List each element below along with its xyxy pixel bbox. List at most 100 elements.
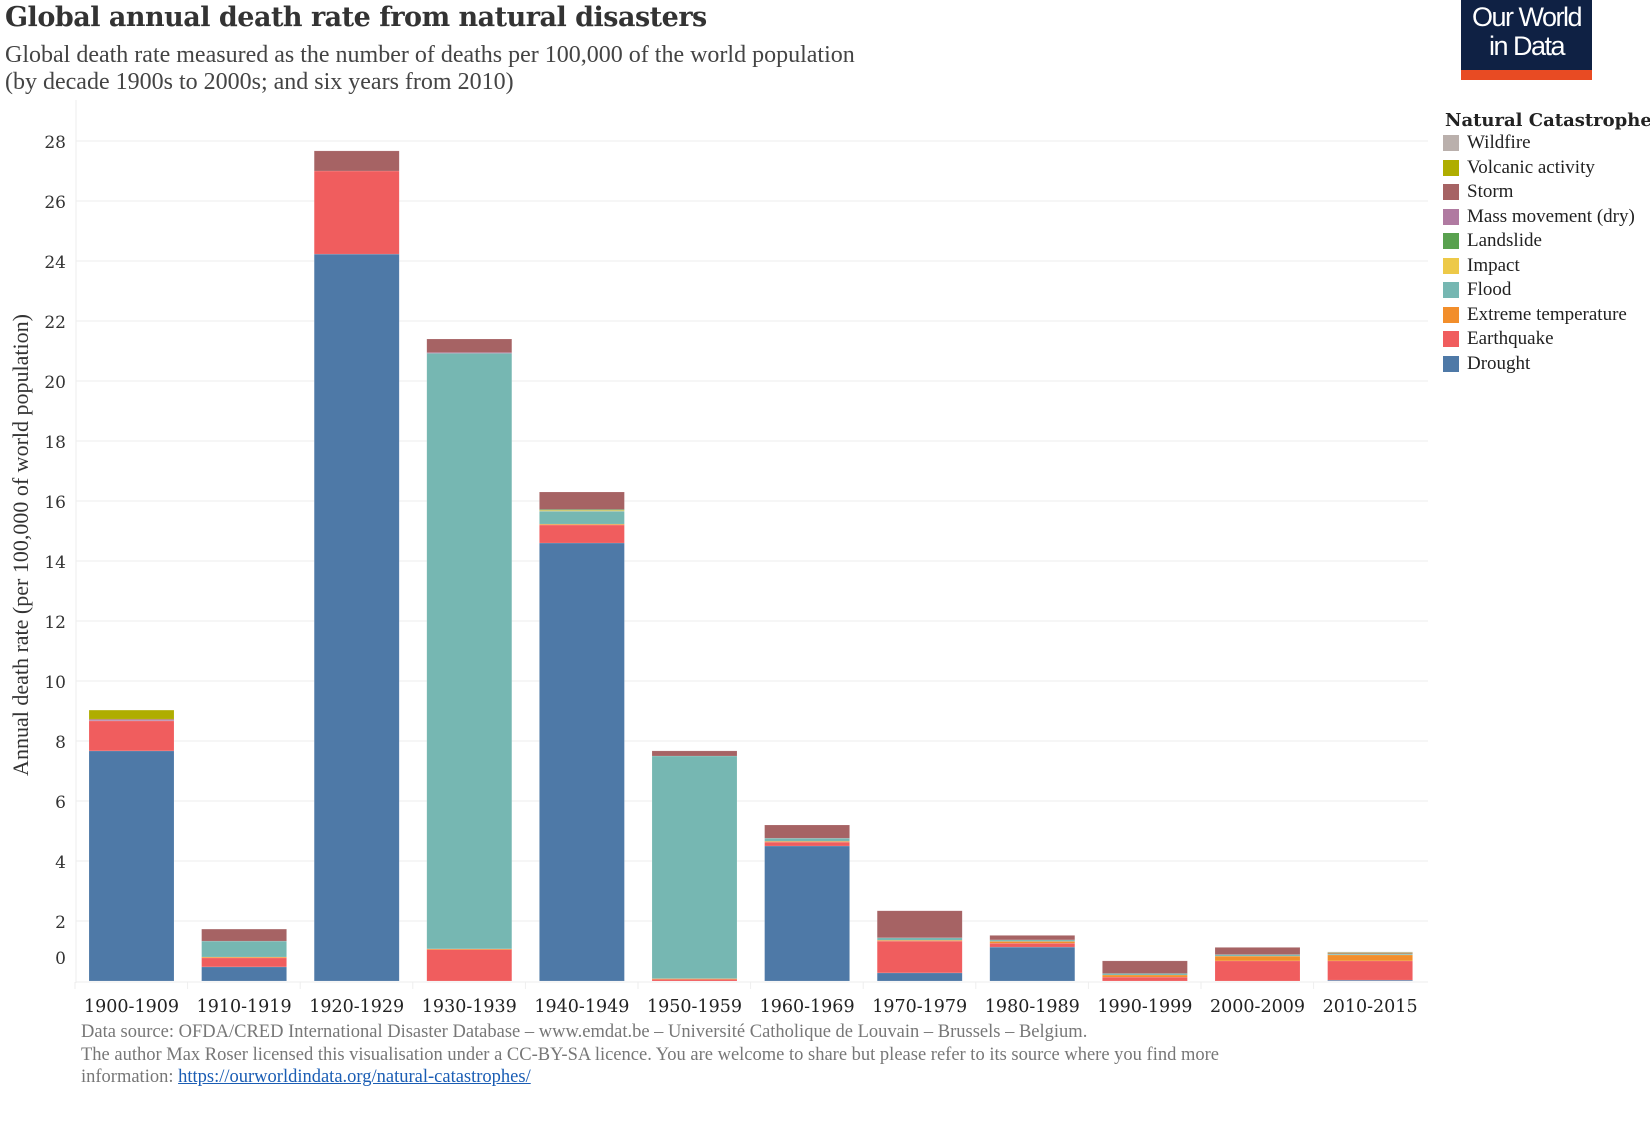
bar-stack-1960-1969 [764, 824, 850, 982]
x-tick-label: 1960-1969 [760, 997, 855, 1017]
y-tick-label: 24 [44, 253, 66, 273]
bars [88, 150, 1413, 982]
legend-swatch [1443, 135, 1459, 152]
bar-segment-earthquake [201, 957, 287, 968]
y-tick-label: 28 [44, 133, 66, 153]
y-tick-label: 6 [55, 793, 66, 813]
legend-label: Flood [1467, 279, 1512, 301]
bar-segment-storm [426, 338, 513, 353]
bar-segment-earthquake [313, 170, 400, 255]
bar-stack-1920-1929 [313, 150, 400, 982]
legend-label: Drought [1467, 352, 1531, 374]
x-tick-label: 1940-1949 [534, 997, 629, 1017]
y-tick-label: 8 [55, 733, 66, 753]
bar-segment-earthquake [1327, 960, 1413, 981]
bar-segment-flood [876, 937, 963, 941]
legend-item-impact[interactable]: Impact [1443, 254, 1650, 279]
bar-segment-drought [539, 542, 625, 982]
bar-segment-flood [539, 510, 625, 525]
bar-segment-volcanic-activity [88, 709, 175, 720]
legend-label: Extreme temperature [1467, 303, 1627, 325]
bar-segment-storm [1214, 947, 1301, 955]
x-tick-label: 1920-1929 [309, 997, 404, 1017]
bar-segment-flood [651, 755, 738, 979]
footer: Data source: OFDA/CRED International Dis… [81, 1021, 1381, 1089]
y-tick-label: 0 [55, 949, 66, 969]
y-tick-label: 26 [44, 193, 66, 213]
bar-segment-earthquake [539, 524, 625, 544]
chart-subtitle: Global death rate measured as the number… [5, 42, 855, 96]
logo-line-2: in Data [1488, 31, 1566, 61]
legend-item-earthquake[interactable]: Earthquake [1443, 327, 1650, 352]
bar-segment-earthquake [764, 841, 850, 847]
y-tick-label: 20 [44, 373, 66, 393]
x-tick-label: 2010-2015 [1323, 997, 1418, 1017]
legend-item-drought[interactable]: Drought [1443, 352, 1650, 377]
bar-stack-2000-2009 [1214, 947, 1301, 982]
x-tick-label: 1900-1909 [84, 997, 179, 1017]
bar-stack-1990-1999 [1102, 960, 1188, 982]
footer-source: Data source: OFDA/CRED International Dis… [81, 1022, 1088, 1042]
our-world-in-data-logo[interactable]: Our World in Data [1461, 0, 1592, 80]
bar-segment-extreme-temperature [1327, 954, 1413, 962]
bar-segment-flood [764, 837, 850, 842]
bar-stack-1980-1989 [989, 935, 1076, 982]
legend-label: Volcanic activity [1467, 156, 1595, 178]
bar-stack-1970-1979 [876, 910, 963, 982]
x-tick-label: 1910-1919 [197, 997, 292, 1017]
legend-swatch [1443, 355, 1459, 372]
x-tick-label: 2000-2009 [1210, 997, 1305, 1017]
legend-swatch [1443, 233, 1459, 250]
bar-stack-1940-1949 [539, 491, 625, 982]
logo-line-1: Our World [1471, 2, 1583, 32]
subtitle-line-1: Global death rate measured as the number… [5, 42, 855, 68]
legend: Natural Catastrophe Wildfire Volcanic act… [1443, 110, 1650, 376]
legend-item-flood[interactable]: Flood [1443, 278, 1650, 303]
bar-segment-extreme-temperature [989, 941, 1076, 944]
bar-stack-1900-1909 [88, 709, 175, 982]
footer-licence: The author Max Roser licensed this visua… [81, 1044, 1219, 1065]
legend-swatch [1443, 282, 1459, 299]
bar-segment-storm [989, 935, 1076, 941]
chart-title: Global annual death rate from natural di… [5, 2, 707, 33]
bar-segment-drought [201, 966, 287, 982]
bar-segment-extreme-temperature [1214, 955, 1301, 962]
legend-swatch [1443, 208, 1459, 225]
bar-segment-storm [1102, 960, 1188, 974]
y-tick-label: 2 [55, 913, 66, 933]
bar-segment-flood [201, 940, 287, 958]
legend-item-extreme-temperature[interactable]: Extreme temperature [1443, 303, 1650, 328]
legend-label: Mass movement (dry) [1467, 205, 1635, 227]
legend-item-wildfire[interactable]: Wildfire [1443, 131, 1650, 156]
bar-stack-1910-1919 [201, 928, 287, 982]
x-tick-label: 1950-1959 [647, 997, 742, 1017]
bar-segment-earthquake [989, 942, 1076, 948]
bar-segment-drought [876, 972, 963, 982]
legend-item-landslide[interactable]: Landslide [1443, 229, 1650, 254]
bar-segment-earthquake [426, 949, 513, 982]
x-axis-ticks: 1900-1909 1910-1919 1920-1929 1930-1939 1940… [74, 982, 1418, 1017]
bar-segment-drought [313, 253, 400, 982]
y-tick-label: 12 [44, 613, 66, 633]
gridlines [75, 100, 1428, 983]
bar-segment-storm [313, 150, 400, 172]
y-tick-label: 16 [44, 493, 66, 513]
legend-swatch [1443, 159, 1459, 176]
legend-title: Natural Catastrophe [1445, 110, 1650, 131]
legend-swatch [1443, 331, 1459, 348]
legend-item-storm[interactable]: Storm [1443, 180, 1650, 205]
logo-text: Our World in Data [1461, 3, 1592, 61]
footer-info: information: https://ourworldindata.org/… [81, 1066, 1381, 1089]
source-link[interactable]: https://ourworldindata.org/natural-catas… [178, 1067, 531, 1087]
footer-info-prefix: information: [81, 1067, 179, 1087]
legend-items: Wildfire Volcanic activity Storm Mass movem… [1443, 131, 1650, 376]
y-tick-label: 14 [44, 553, 66, 573]
bar-segment-wildfire [1327, 951, 1413, 953]
legend-item-mass-movement-dry-[interactable]: Mass movement (dry) [1443, 205, 1650, 230]
x-tick-label: 1980-1989 [985, 997, 1080, 1017]
legend-item-volcanic-activity[interactable]: Volcanic activity [1443, 156, 1650, 181]
bar-stack-2010-2015 [1327, 951, 1413, 982]
bar-segment-earthquake [876, 940, 963, 974]
x-tick-label: 1990-1999 [1097, 997, 1192, 1017]
